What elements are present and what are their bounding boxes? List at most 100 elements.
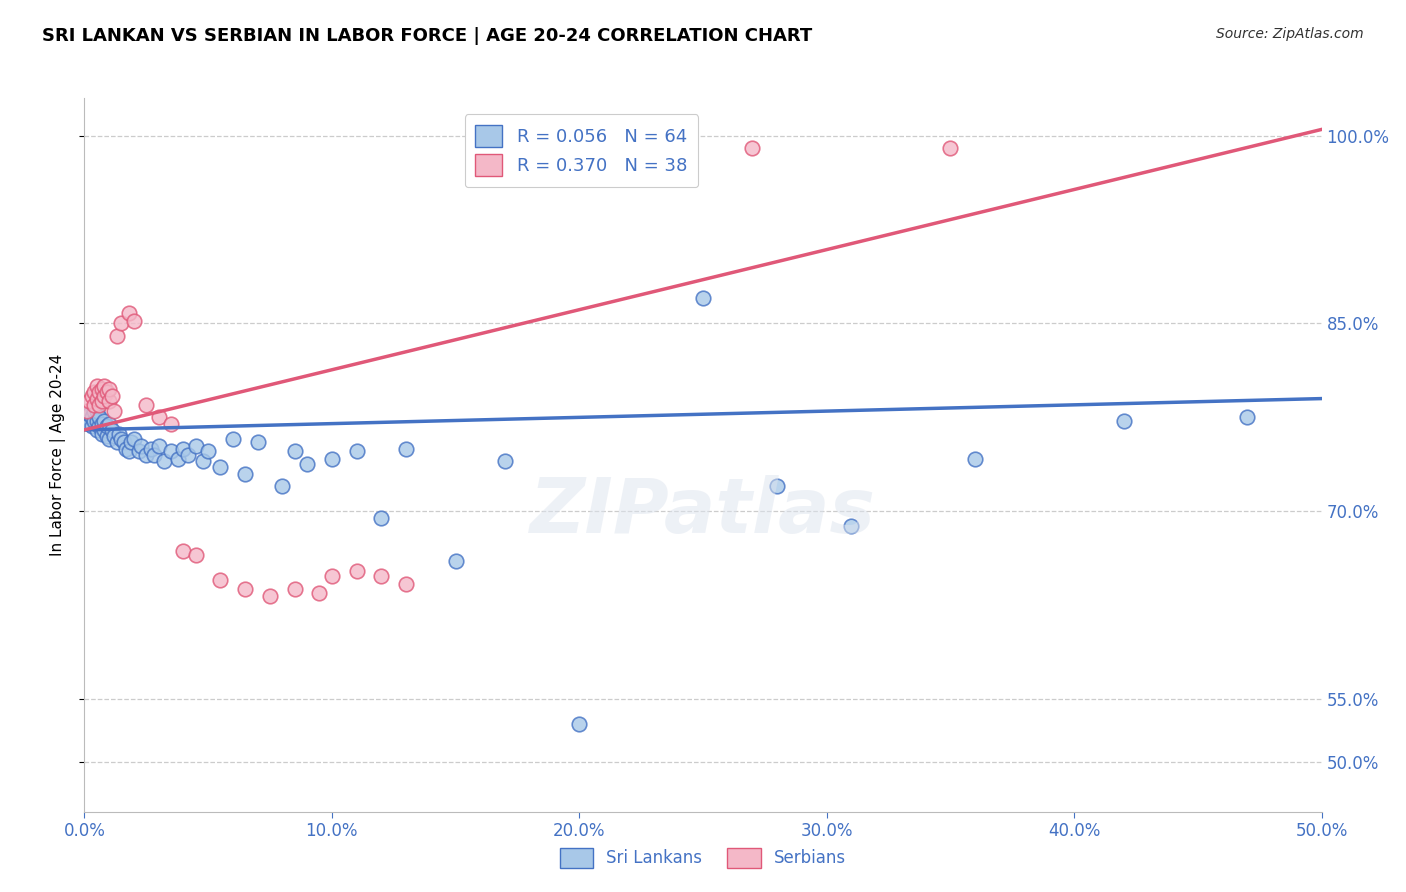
Text: SRI LANKAN VS SERBIAN IN LABOR FORCE | AGE 20-24 CORRELATION CHART: SRI LANKAN VS SERBIAN IN LABOR FORCE | A…: [42, 27, 813, 45]
Point: [122, 314, 145, 328]
Point: [184, 548, 207, 562]
Point: [308, 585, 330, 599]
Point: [79, 394, 101, 409]
Point: [110, 317, 132, 331]
Point: [209, 573, 232, 587]
Point: [184, 439, 207, 453]
Point: [98, 394, 121, 409]
Point: [939, 141, 962, 155]
Point: [568, 717, 591, 731]
Point: [246, 435, 269, 450]
Point: [90, 426, 112, 441]
Point: [284, 582, 307, 596]
Point: [197, 444, 219, 458]
Point: [100, 389, 122, 403]
Point: [444, 554, 467, 568]
Point: [346, 565, 368, 579]
Point: [135, 398, 157, 412]
Point: [284, 444, 307, 458]
Point: [148, 439, 170, 453]
Text: ZIPatlas: ZIPatlas: [530, 475, 876, 549]
Point: [76, 410, 98, 425]
Text: Source: ZipAtlas.com: Source: ZipAtlas.com: [1216, 27, 1364, 41]
Point: [98, 432, 121, 446]
Point: [321, 451, 343, 466]
Point: [233, 467, 256, 481]
Point: [83, 398, 105, 412]
Point: [370, 510, 392, 524]
Point: [395, 577, 418, 591]
Point: [86, 379, 108, 393]
Point: [83, 385, 105, 400]
Point: [80, 419, 103, 434]
Point: [128, 444, 150, 458]
Point: [83, 404, 105, 418]
Point: [160, 444, 183, 458]
Point: [93, 379, 115, 393]
Point: [100, 423, 122, 437]
Point: [167, 451, 190, 466]
Point: [172, 544, 194, 558]
Point: [89, 385, 111, 400]
Point: [96, 429, 118, 443]
Point: [118, 444, 141, 458]
Point: [80, 410, 103, 425]
Point: [89, 419, 111, 434]
Point: [1112, 414, 1135, 428]
Point: [96, 419, 118, 434]
Point: [108, 426, 131, 441]
Point: [93, 423, 115, 437]
Point: [1236, 410, 1258, 425]
Point: [115, 442, 138, 456]
Point: [76, 404, 98, 418]
Point: [98, 382, 121, 396]
Point: [96, 385, 118, 400]
Point: [122, 432, 145, 446]
Point: [172, 442, 194, 456]
Point: [110, 432, 132, 446]
Point: [222, 432, 245, 446]
Point: [152, 454, 174, 468]
Point: [86, 404, 108, 418]
Point: [741, 141, 763, 155]
Point: [965, 451, 987, 466]
Point: [112, 435, 135, 450]
Point: [271, 479, 294, 493]
Point: [89, 410, 111, 425]
Point: [89, 398, 111, 412]
Point: [135, 448, 157, 462]
Point: [83, 414, 105, 428]
Point: [86, 392, 108, 406]
Point: [321, 569, 343, 583]
Point: [86, 423, 108, 437]
Y-axis label: In Labor Force | Age 20-24: In Labor Force | Age 20-24: [51, 354, 66, 556]
Legend: Sri Lankans, Serbians: Sri Lankans, Serbians: [553, 841, 853, 875]
Point: [129, 439, 152, 453]
Point: [90, 417, 112, 431]
Point: [98, 417, 121, 431]
Point: [103, 404, 125, 418]
Point: [233, 582, 256, 596]
Point: [209, 460, 232, 475]
Point: [86, 414, 108, 428]
Point: [93, 414, 115, 428]
Point: [370, 569, 392, 583]
Point: [177, 448, 200, 462]
Point: [346, 444, 368, 458]
Point: [692, 292, 714, 306]
Point: [148, 410, 170, 425]
Point: [105, 329, 128, 343]
Point: [90, 382, 112, 396]
Point: [90, 394, 112, 409]
Point: [142, 448, 165, 462]
Point: [395, 442, 418, 456]
Point: [141, 442, 163, 456]
Point: [79, 417, 101, 431]
Point: [80, 389, 103, 403]
Point: [494, 454, 516, 468]
Point: [105, 435, 128, 450]
Point: [766, 479, 789, 493]
Point: [191, 454, 214, 468]
Point: [259, 590, 281, 604]
Point: [79, 407, 101, 421]
